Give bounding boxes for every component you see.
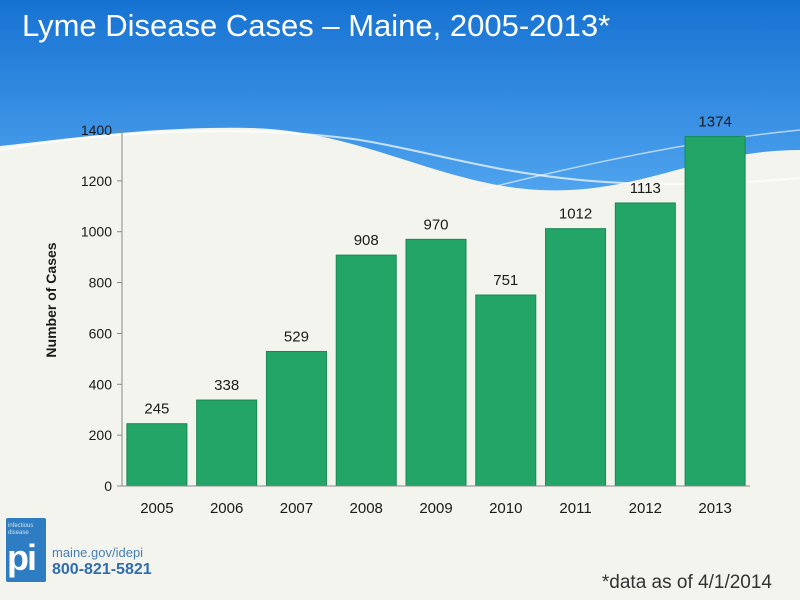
- y-tick-label: 200: [89, 427, 113, 443]
- bar-2007: [265, 350, 327, 487]
- bars: [126, 136, 746, 487]
- y-tick-label: 800: [89, 275, 113, 291]
- y-tick-label: 1200: [81, 173, 112, 189]
- x-tick-label-2013: 2013: [698, 500, 731, 517]
- header-wave: [0, 0, 800, 191]
- y-axis-label: Number of Cases: [43, 242, 59, 357]
- data-label-2011: 1012: [559, 206, 592, 223]
- bar-2008: [335, 254, 397, 487]
- chart-title: Lyme Disease Cases – Maine, 2005-2013*: [22, 8, 611, 43]
- x-axis-labels: 2005 2006 2007 2008 2009 2010 2011 2012 2013: [140, 500, 732, 517]
- y-tick-label: 1000: [81, 224, 112, 240]
- wave-line-1: [0, 130, 800, 186]
- website-link[interactable]: maine.gov/idepi: [52, 545, 144, 560]
- logo-mark: pi: [7, 537, 37, 578]
- logo-small-text: infectious disease: [8, 523, 34, 536]
- data-labels: 245 338 529 908 970 751 1012 1113 1374: [144, 114, 731, 418]
- wave-line-2: [479, 129, 800, 191]
- footnote: *data as of 4/1/2014: [601, 572, 772, 593]
- bar-2005: [126, 423, 188, 487]
- y-axis-ticks: 0 200 400 600 800 1000 1200 1400: [81, 122, 122, 494]
- data-label-2013: 1374: [698, 114, 731, 131]
- bar-2011: [545, 228, 607, 487]
- y-tick-label: 1400: [81, 122, 112, 138]
- x-tick-label-2012: 2012: [629, 500, 662, 517]
- bar-2012: [614, 202, 676, 487]
- x-tick-label-2007: 2007: [280, 500, 313, 517]
- x-tick-label-2006: 2006: [210, 500, 243, 517]
- y-tick-label: 400: [89, 376, 113, 392]
- data-label-2010: 751: [493, 272, 518, 289]
- bar-2006: [196, 399, 258, 487]
- phone-number: 800-821-5821: [52, 561, 152, 578]
- y-tick-label: 600: [89, 325, 113, 341]
- data-label-2005: 245: [144, 401, 169, 418]
- bar-2010: [475, 294, 537, 487]
- data-label-2007: 529: [284, 328, 309, 345]
- x-tick-label-2009: 2009: [419, 500, 452, 517]
- data-label-2012: 1113: [630, 180, 661, 197]
- bar-2009: [405, 238, 467, 487]
- idepi-logo: infectious disease pi: [6, 518, 46, 582]
- x-tick-label-2005: 2005: [140, 500, 173, 517]
- data-label-2008: 908: [354, 232, 379, 249]
- data-label-2006: 338: [214, 377, 239, 394]
- data-label-2009: 970: [423, 216, 448, 233]
- x-tick-label-2010: 2010: [489, 500, 522, 517]
- x-tick-label-2011: 2011: [559, 500, 591, 517]
- x-tick-label-2008: 2008: [350, 500, 383, 517]
- bar-2013: [684, 136, 746, 487]
- y-tick-label: 0: [104, 478, 112, 494]
